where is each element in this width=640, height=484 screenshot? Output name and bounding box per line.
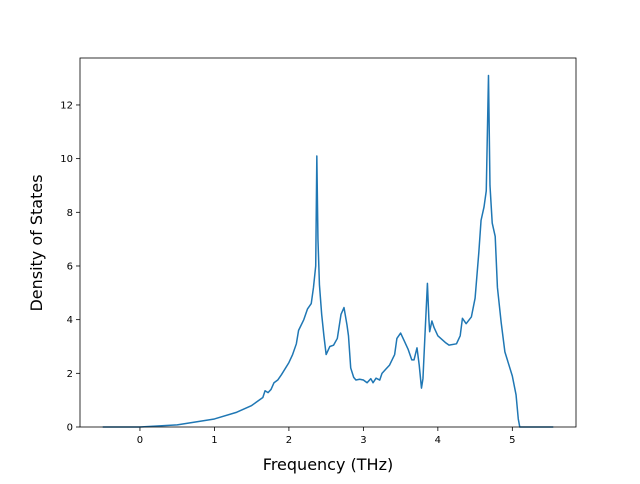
plot-frame [79, 57, 577, 428]
x-tick-label: 1 [211, 435, 217, 446]
y-tick-label: 8 [67, 208, 73, 219]
y-tick-label: 12 [60, 100, 73, 111]
y-tick-label: 4 [67, 315, 73, 326]
x-tick-label: 2 [286, 435, 292, 446]
x-tick-label: 5 [509, 435, 515, 446]
x-axis-title: Frequency (THz) [263, 455, 393, 474]
y-tick-label: 0 [67, 423, 73, 434]
x-tick-label: 4 [435, 435, 441, 446]
y-axis-title: Density of States [27, 174, 46, 311]
y-tick-label: 2 [67, 369, 73, 380]
y-tick-label: 6 [67, 261, 73, 272]
y-tick-label: 10 [60, 154, 73, 165]
x-tick-label: 0 [137, 435, 143, 446]
x-tick-label: 3 [360, 435, 366, 446]
line-series [102, 74, 554, 428]
